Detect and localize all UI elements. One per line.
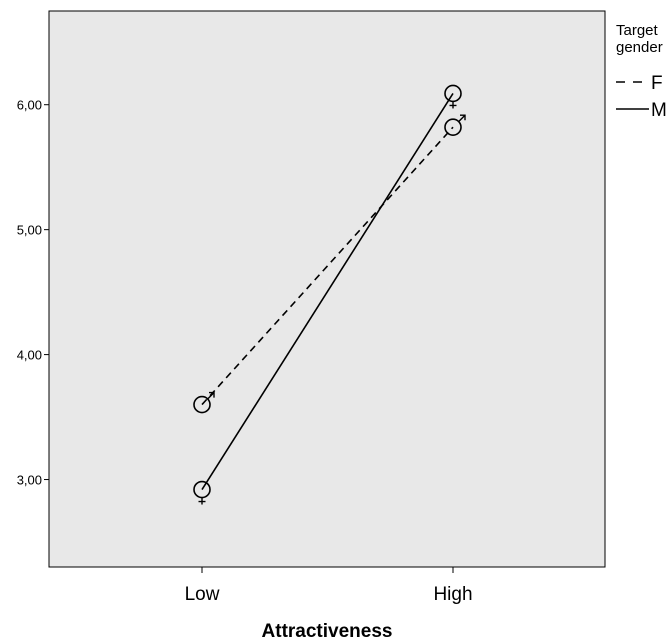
female-symbol-icon <box>193 480 211 505</box>
legend-title: Target <box>616 22 659 39</box>
y-tick-label: 3,00 <box>17 473 42 488</box>
legend-label-M: M <box>651 100 667 121</box>
legend-label-F: F <box>651 73 663 94</box>
legend-title: gender <box>616 39 663 56</box>
male-symbol-icon <box>193 391 215 414</box>
y-axis: 3,00 4,00 5,00 6,00 <box>17 98 49 488</box>
y-tick-label: 4,00 <box>17 348 42 363</box>
x-axis: Low High <box>185 567 473 605</box>
series-layer <box>193 84 466 505</box>
series-line-F <box>201 126 454 406</box>
male-symbol-icon <box>444 114 466 136</box>
x-axis-title: Attractiveness <box>262 621 393 641</box>
female-symbol-icon <box>444 84 462 109</box>
plot-area <box>48 10 606 568</box>
x-tick-label: Low <box>185 584 220 605</box>
y-tick-label: 5,00 <box>17 223 42 238</box>
y-tick-label: 6,00 <box>17 98 42 113</box>
series-line-M <box>201 93 454 490</box>
x-tick-label: High <box>433 584 472 605</box>
